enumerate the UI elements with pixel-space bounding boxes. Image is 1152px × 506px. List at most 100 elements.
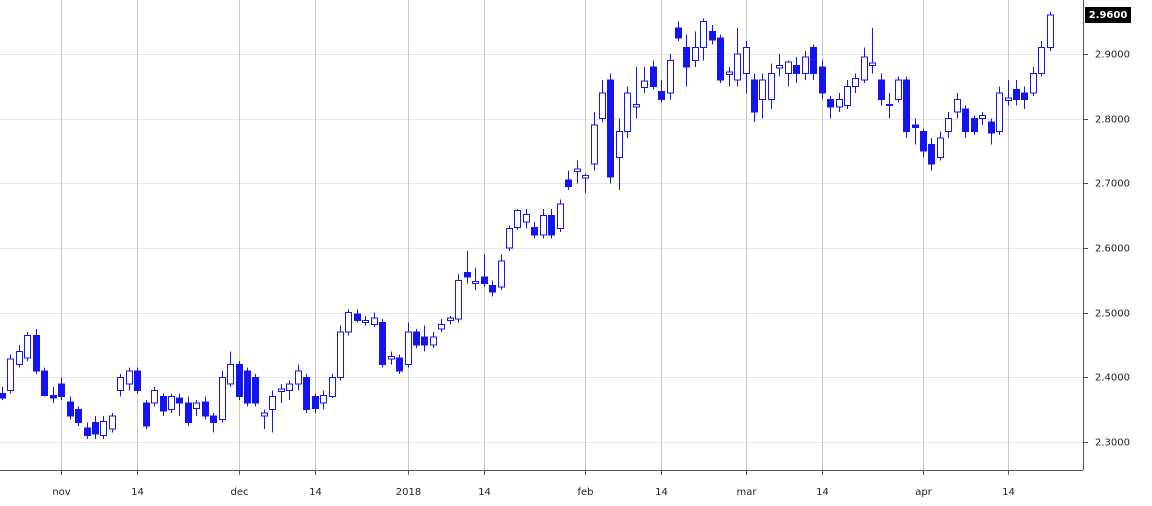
candle-body [886,103,893,107]
candle-body [692,47,699,61]
candle-body [878,79,885,100]
candle-body [236,363,243,398]
candle-body [75,409,82,424]
candle-body [193,402,200,409]
candle-body [709,30,716,41]
x-tick-label: 14 [131,487,144,498]
candle-body [33,334,40,372]
candle-body [1038,47,1045,74]
candle-body [810,47,817,74]
candle-body [472,281,479,285]
candle-body [337,331,344,378]
candle-body [92,422,99,435]
candle-body [117,376,124,391]
candle-body [591,124,598,165]
candle-body [836,98,843,108]
candle-body [16,350,23,365]
candle-body [151,389,158,404]
candle-body [455,279,462,320]
candle-body [143,402,150,427]
candle-body [269,396,276,411]
candle-body [607,79,614,178]
candle-body [945,118,952,133]
candle-body [0,392,6,399]
candle-body [667,59,674,94]
candle-body [582,175,589,179]
x-tick-label: nov [52,487,70,498]
y-tick-label: 2.4000 [1095,373,1130,384]
y-tick-label: 2.9000 [1095,50,1130,61]
candle-body [405,331,412,365]
candle-body [937,137,944,158]
candle-body [895,79,902,100]
candle-body [24,334,31,359]
candle-body [793,65,800,74]
candle-body [768,72,775,100]
y-tick-label: 2.6000 [1095,244,1130,255]
candle-body [717,37,724,81]
candle-body [675,27,682,39]
candle-body [700,21,707,49]
candle-body [447,317,454,321]
candle-body [861,56,868,81]
candle-body [329,376,336,398]
x-tick-label: 14 [655,487,668,498]
candle-body [852,78,859,87]
candle-body [557,203,564,230]
candle-body [641,80,648,89]
x-tick-label: 2018 [396,487,421,498]
candle-body [599,92,606,120]
candle-body [844,85,851,107]
candle-body [244,370,251,404]
candle-body [734,53,741,81]
candle-body [413,331,420,346]
candle-body [574,168,581,173]
candle-body [481,276,488,285]
candle-body [954,98,961,113]
candle-body [312,396,319,409]
candle-body [354,313,361,321]
x-tick-label: feb [577,487,593,498]
candle-body [185,402,192,424]
candle-body [1021,92,1028,100]
candle-body [819,66,826,94]
candle-body [134,370,141,391]
candle-body [506,228,513,249]
last-price-label: 2.9600 [1089,10,1128,21]
candle-body [523,213,530,223]
candle-body [210,415,217,424]
candle-body [650,66,657,87]
candle-body [219,376,226,420]
candle-body [751,79,758,113]
x-tick-label: dec [231,487,249,498]
candle-body [286,383,293,391]
candle-body [160,396,167,412]
candle-body [41,370,48,396]
candle-body [531,226,538,236]
candle-body [489,285,496,293]
candle-body [396,357,403,372]
candle-body [388,356,395,360]
candle-body [1013,89,1020,100]
candle-body [1005,97,1012,102]
candle-body [261,412,268,417]
candle-body [58,383,65,398]
candle-body [109,415,116,430]
candle-body [971,118,978,133]
candle-body [464,272,471,278]
candle-body [227,363,234,385]
candle-body [438,323,445,330]
candle-body [683,47,690,68]
candle-body [827,98,834,108]
candle-body [67,401,74,417]
candle-body [759,79,766,100]
candle-body [295,370,302,385]
candle-body [7,358,14,391]
candle-body [430,336,437,346]
y-tick-label: 2.5000 [1095,309,1130,320]
candle-body [421,336,428,346]
candle-body [928,144,935,165]
candle-body [743,47,750,74]
candle-body [514,209,521,228]
